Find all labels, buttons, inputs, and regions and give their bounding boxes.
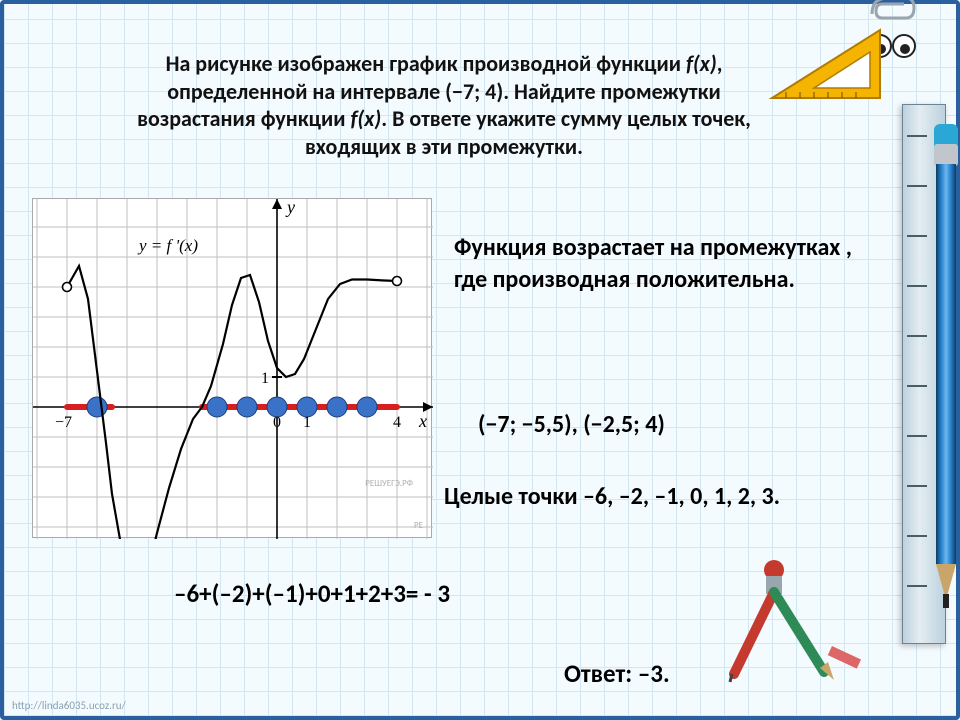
paperclip-icon	[866, 0, 916, 24]
svg-text:4: 4	[393, 414, 401, 431]
slide: На рисунке изображен график производной …	[0, 0, 960, 720]
title-fx1: f(x)	[686, 50, 717, 77]
derivative-graph: y x y = f '(x) 0 1 4 −7 1 РЕШУЕГЭ.РФ РЕ	[32, 198, 432, 538]
footer-url: http://linda6035.ucoz.ru/	[12, 699, 126, 712]
title-fx2: f(x)	[350, 105, 381, 132]
svg-text:1: 1	[261, 370, 269, 387]
integer-points-text: Целые точки –6, –2, –1, 0, 1, 2, 3.	[444, 482, 924, 511]
sum-expression: –6+(–2)+(–1)+0+1+2+3= - 3	[174, 578, 674, 609]
intervals-text: (−7; −5,5), (−2,5; 4)	[478, 410, 858, 439]
svg-text:y = f '(x): y = f '(x)	[137, 236, 198, 255]
title-line4: входящих в эти промежутки.	[305, 133, 583, 160]
svg-text:y: y	[285, 199, 295, 217]
graph-watermark: РЕШУЕГЭ.РФ	[365, 478, 413, 489]
title-line3a: возрастания функции	[137, 105, 350, 132]
explanation-text: Функция возрастает на промежутках , где …	[454, 232, 864, 297]
title-line1b: ,	[717, 50, 723, 77]
problem-title: На рисунке изображен график производной …	[64, 50, 824, 160]
title-line3b: . В ответе укажите сумму целых точек,	[381, 105, 751, 132]
title-line2: определенной на интервале (−7; 4). Найди…	[167, 78, 720, 105]
title-line1a: На рисунке изображен график производной …	[166, 50, 686, 77]
svg-text:x: x	[418, 411, 427, 431]
svg-text:−7: −7	[55, 414, 72, 431]
compass-icon	[716, 556, 876, 686]
pencil-icon	[926, 114, 960, 634]
svg-text:0: 0	[273, 414, 281, 431]
final-answer: Ответ: –3.	[564, 658, 670, 689]
graph-watermark-tiny: РЕ	[414, 520, 423, 531]
svg-text:1: 1	[303, 414, 311, 431]
